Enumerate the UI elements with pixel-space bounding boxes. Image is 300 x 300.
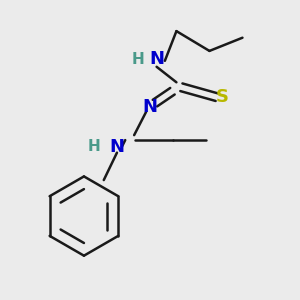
Text: H: H bbox=[88, 139, 100, 154]
Text: N: N bbox=[142, 98, 158, 116]
Text: S: S bbox=[216, 88, 229, 106]
Text: H: H bbox=[132, 52, 145, 67]
Text: N: N bbox=[149, 50, 164, 68]
Text: N: N bbox=[110, 138, 124, 156]
